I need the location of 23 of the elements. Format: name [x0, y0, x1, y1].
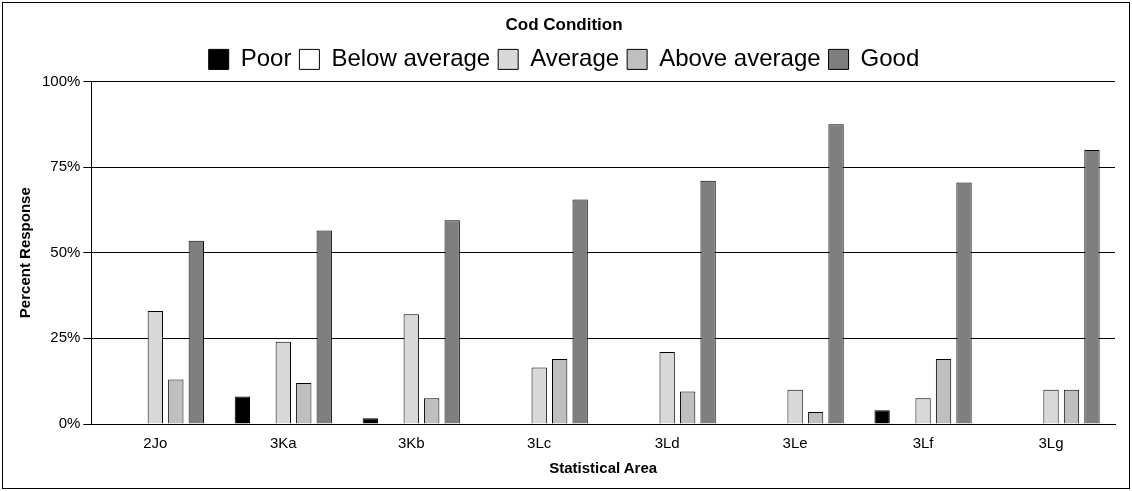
y-tick-label: 0%: [58, 414, 81, 432]
legend-label: Above average: [659, 44, 821, 72]
y-tick-label: 75%: [50, 157, 81, 175]
x-axis-title: Statistical Area: [549, 459, 658, 477]
x-tick-label: 3Le: [782, 434, 808, 452]
y-tick-label: 100%: [41, 71, 81, 89]
x-tick-label: 2Jo: [143, 434, 168, 452]
y-tick-label: 50%: [50, 242, 81, 260]
y-tick-label: 25%: [50, 328, 81, 346]
bar: [234, 396, 251, 424]
chart-title: Cod Condition: [505, 14, 623, 34]
x-tick-label: 3Lg: [1038, 434, 1064, 452]
x-tick-label: 3Lc: [527, 434, 552, 452]
x-tick-label: 3Ld: [654, 434, 680, 452]
legend-label: Average: [530, 44, 620, 72]
y-axis-title: Percent Response: [16, 187, 34, 319]
x-tick-label: 3Ka: [269, 434, 298, 452]
legend-label: Good: [860, 44, 920, 72]
legend-label: Below average: [331, 44, 491, 72]
bar: [362, 418, 378, 424]
legend-label: Poor: [240, 44, 292, 72]
x-tick-label: 3Kb: [397, 434, 425, 452]
x-tick-label: 3Lf: [912, 434, 935, 452]
